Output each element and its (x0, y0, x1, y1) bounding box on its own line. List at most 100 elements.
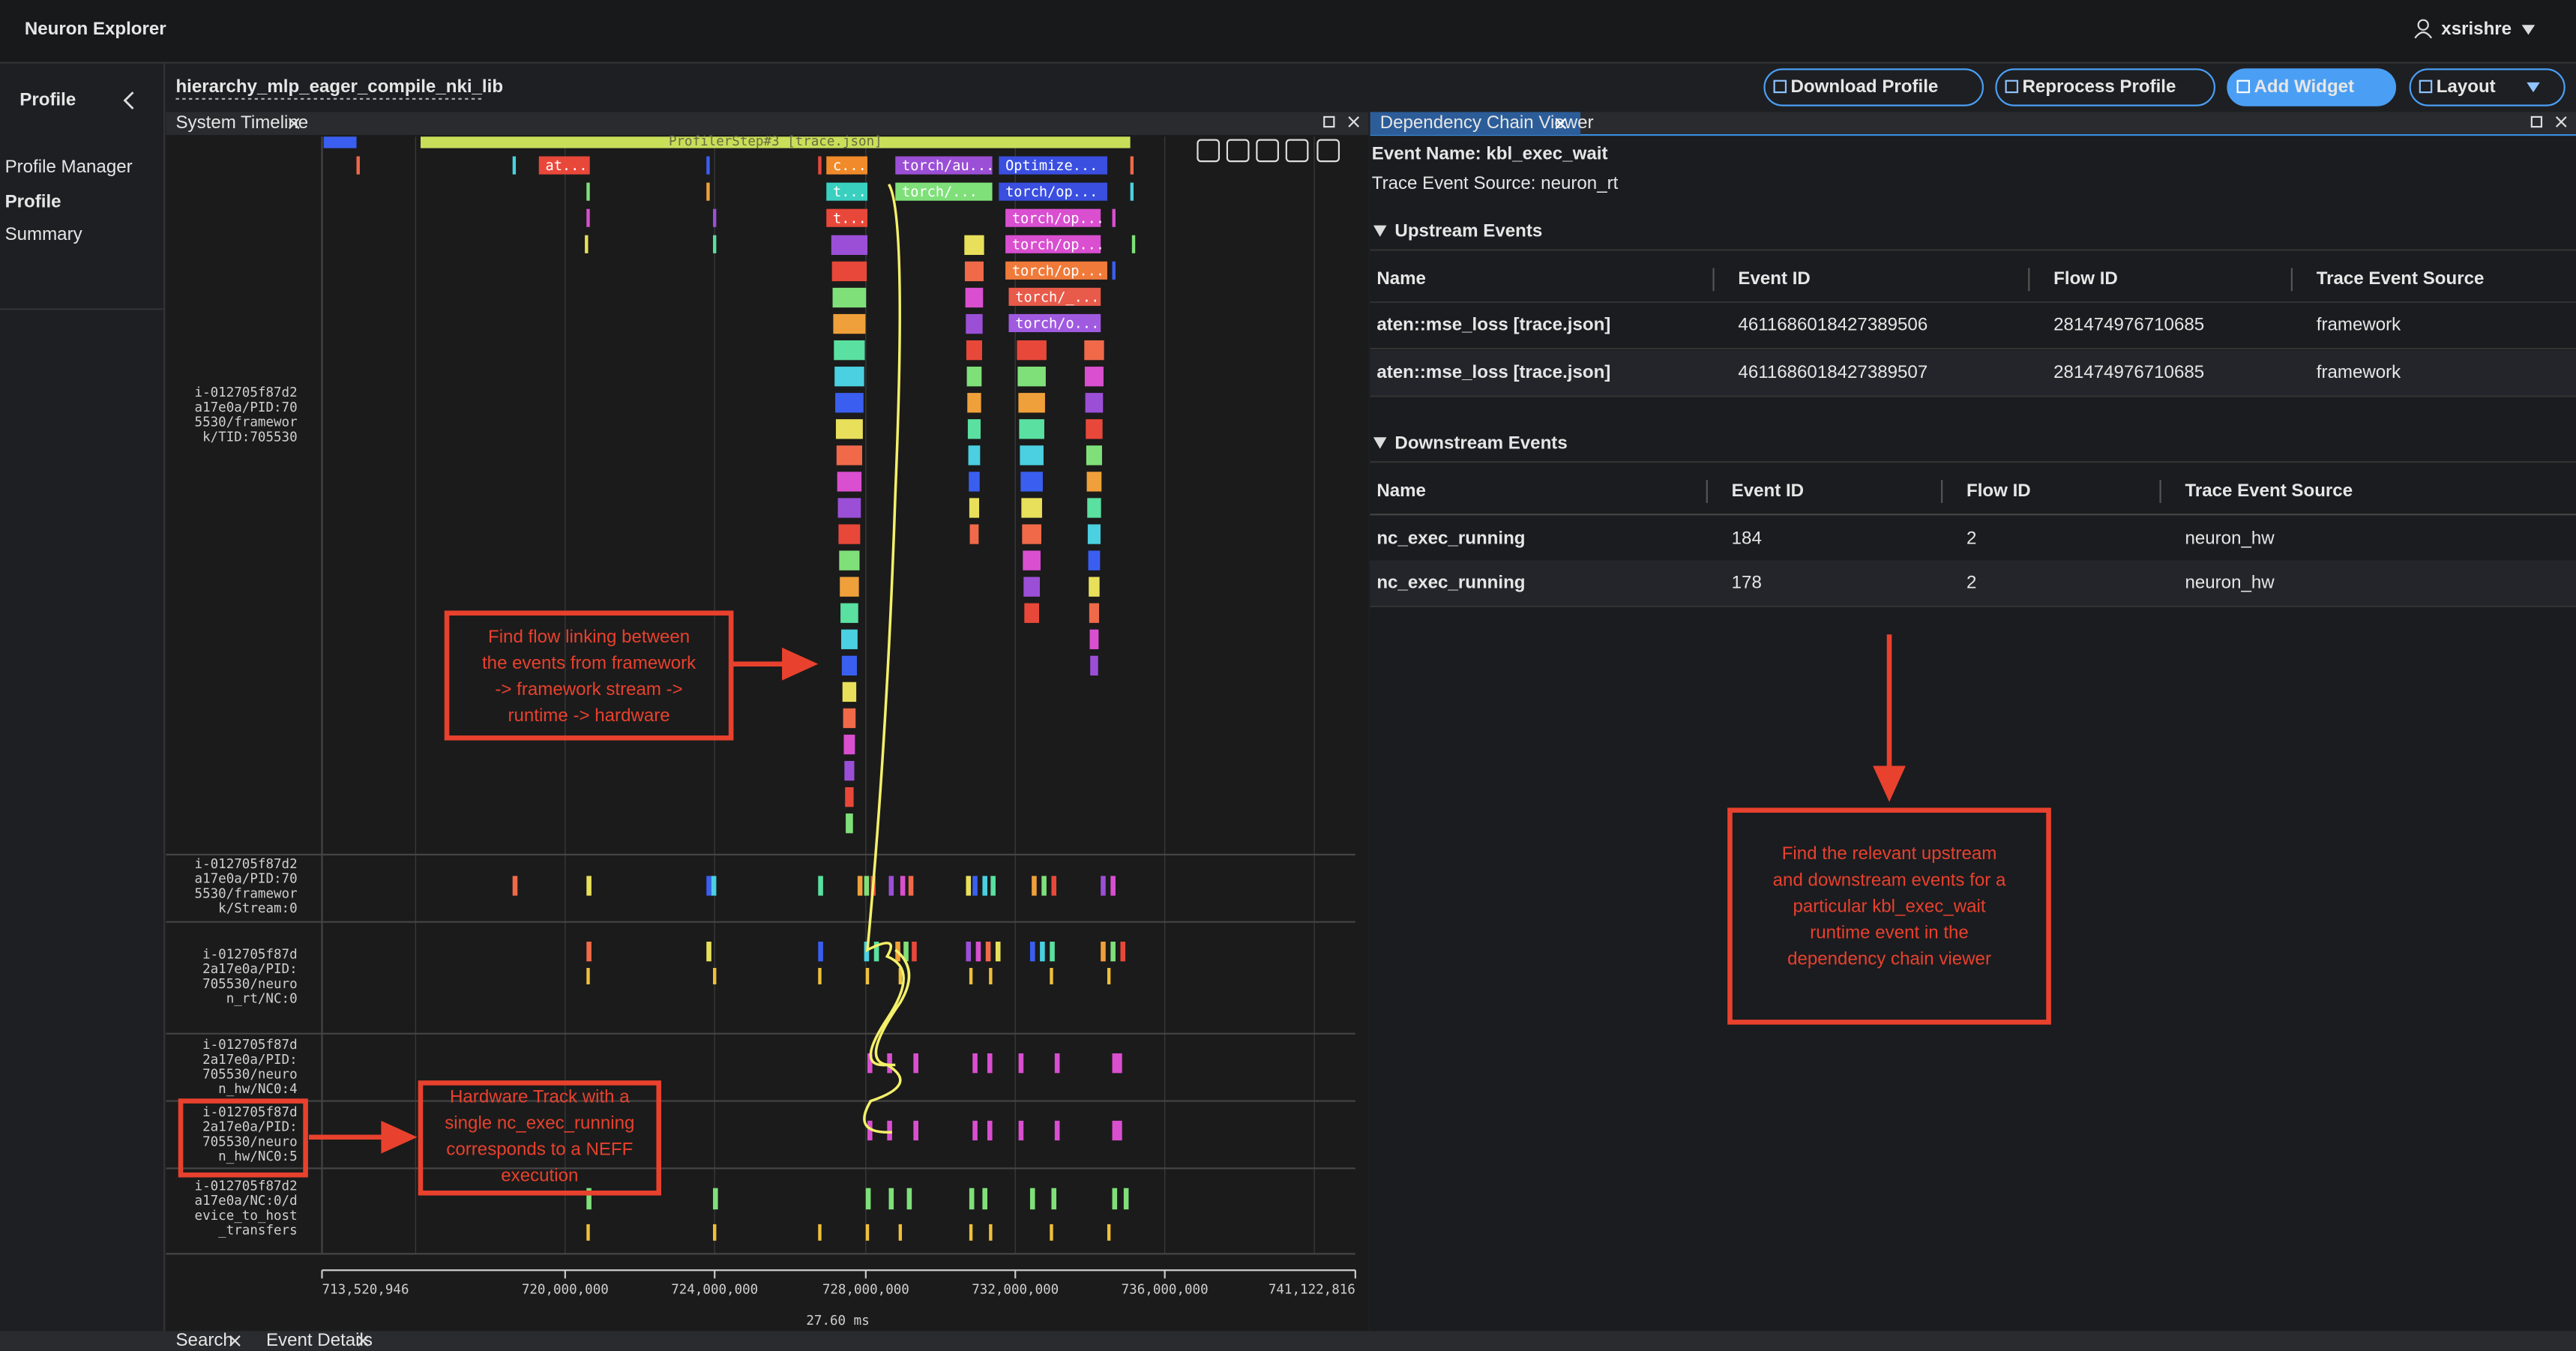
event (1131, 235, 1136, 253)
button[interactable] (2409, 68, 2566, 106)
table-row (1370, 516, 2576, 562)
event (969, 524, 979, 544)
event-label: t... (833, 211, 867, 226)
tab-label[interactable]: Dependency Chain Viewer (1380, 112, 1594, 133)
event (1054, 1120, 1060, 1141)
event (1086, 419, 1103, 439)
track-label: i-012705f87d (202, 948, 298, 963)
event (834, 367, 864, 387)
track-label: i-012705f87d (202, 1105, 298, 1120)
nav-item[interactable]: Summary (5, 224, 82, 244)
event (1005, 235, 1101, 253)
close-icon[interactable] (1555, 118, 1567, 130)
table-cell[interactable]: nc_exec_running (1376, 528, 1525, 548)
nav-item[interactable]: Profile Manager (5, 157, 133, 177)
tab-label[interactable]: Search (175, 1330, 232, 1350)
event (1130, 156, 1134, 175)
button-label[interactable]: Add Widget (2254, 76, 2355, 97)
event (887, 1120, 892, 1141)
button-label[interactable]: Download Profile (1791, 76, 1939, 97)
timeline-tool[interactable] (1316, 139, 1340, 163)
event (906, 1188, 912, 1210)
table-cell: neuron_hw (2185, 528, 2275, 548)
timeline-tool[interactable] (1285, 139, 1309, 163)
event (999, 182, 1107, 201)
event (987, 1120, 993, 1141)
track-label: n_hw/NC0:5 (218, 1149, 297, 1164)
button-label[interactable]: Layout (2437, 76, 2496, 97)
button-label[interactable]: Reprocess Profile (2023, 76, 2176, 97)
event (538, 156, 590, 175)
timeline-tool[interactable] (1197, 139, 1221, 163)
user-name[interactable]: xsrishre (2441, 19, 2512, 39)
event (713, 235, 717, 253)
track-label: i-012705f87d2 (195, 857, 298, 872)
close-icon[interactable] (2555, 116, 2567, 127)
table-cell[interactable]: aten::mse_loss [trace.json] (1376, 315, 1610, 335)
table-cell[interactable]: nc_exec_running (1376, 573, 1525, 593)
nav-item[interactable]: Profile (5, 191, 61, 211)
annotation-text: Hardware Track with a (450, 1087, 630, 1107)
event (1086, 472, 1102, 492)
event (1029, 941, 1035, 962)
event (838, 524, 861, 544)
table-cell: 4611686018427389507 (1738, 362, 1928, 382)
maximize-icon[interactable] (1323, 115, 1335, 128)
maximize-icon[interactable] (2530, 115, 2543, 128)
event-label: torch/op... (1012, 263, 1104, 279)
event (1112, 1188, 1118, 1210)
event (972, 1053, 978, 1074)
tab-label[interactable]: Event Details (266, 1330, 373, 1350)
button[interactable] (1995, 68, 2216, 106)
annotation-text: dependency chain viewer (1787, 948, 1991, 969)
event (966, 313, 983, 334)
event (835, 419, 863, 439)
annotation-text: corresponds to a NEFF (446, 1140, 633, 1160)
event (1041, 876, 1047, 896)
event (969, 1188, 975, 1210)
event (1110, 876, 1116, 896)
table-cell: 2 (1966, 528, 1976, 548)
button[interactable] (2227, 68, 2397, 106)
expand-icon[interactable] (1373, 437, 1387, 449)
section-title: Upstream Events (1394, 221, 1542, 241)
event (836, 445, 863, 466)
event (1029, 1188, 1035, 1210)
timeline-tool[interactable] (1226, 139, 1250, 163)
event (972, 876, 978, 896)
event (1112, 1053, 1122, 1074)
tab-label[interactable]: System Timeline (175, 112, 308, 133)
event (586, 941, 592, 962)
event (706, 876, 711, 896)
event (818, 941, 823, 962)
event (586, 1188, 592, 1210)
collapse-icon[interactable] (123, 91, 134, 109)
user-icon (2417, 19, 2429, 31)
event (913, 1053, 918, 1074)
button[interactable] (1763, 68, 1984, 106)
event (867, 1120, 873, 1141)
event (834, 340, 865, 361)
close-icon[interactable] (357, 1335, 369, 1347)
event (989, 1224, 993, 1241)
track-label: i-012705f87d (202, 1038, 298, 1053)
event (818, 968, 822, 984)
event (1054, 1053, 1060, 1074)
close-icon[interactable] (1348, 116, 1360, 127)
close-icon[interactable] (288, 118, 300, 130)
event (990, 876, 996, 896)
table-cell: 178 (1732, 573, 1762, 593)
event (1040, 941, 1045, 962)
timeline-tool[interactable] (1256, 139, 1279, 163)
event (818, 876, 823, 896)
expand-icon[interactable] (1373, 225, 1387, 237)
table-cell[interactable]: aten::mse_loss [trace.json] (1376, 362, 1610, 382)
event (818, 1224, 822, 1241)
close-icon[interactable] (229, 1335, 241, 1347)
event (713, 1224, 717, 1241)
timeline-tabbar (166, 112, 1369, 136)
column-header: Event ID (1732, 481, 1804, 501)
event (1050, 941, 1055, 962)
event (1110, 941, 1116, 962)
event (969, 472, 980, 492)
